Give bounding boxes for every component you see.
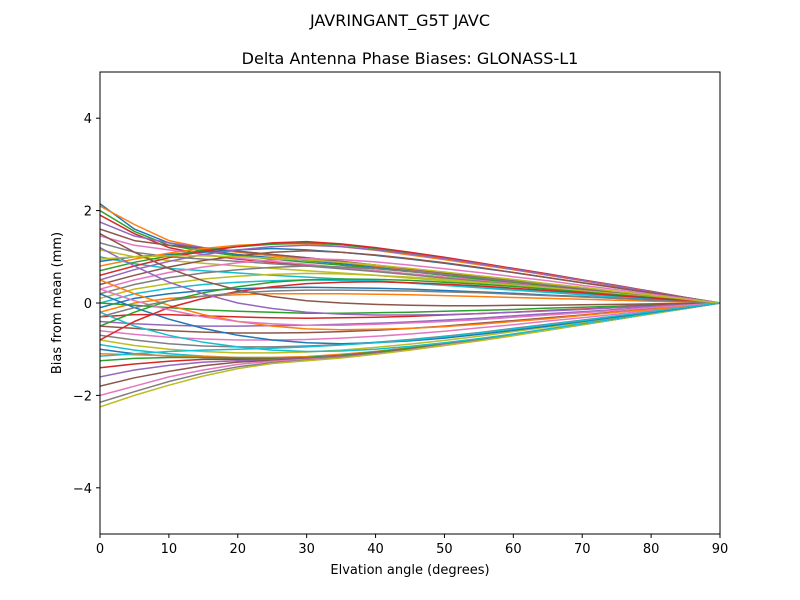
series-line-43 [100, 278, 720, 327]
x-tick-label: 0 [96, 542, 104, 557]
y-tick-label: 4 [84, 112, 92, 127]
series-line-45 [100, 246, 720, 316]
y-axis: −4 −2 0 2 4 [73, 112, 100, 497]
y-tick-label: 0 [84, 297, 92, 312]
series-line-29 [100, 302, 720, 354]
series-line-17 [100, 257, 720, 304]
series-line-46 [100, 233, 720, 307]
series-line-40 [100, 302, 720, 353]
x-tick-label: 80 [643, 542, 660, 557]
x-tick-label: 10 [161, 542, 178, 557]
series-layer [100, 203, 720, 408]
x-tick-label: 70 [574, 542, 591, 557]
series-line-27 [100, 302, 720, 341]
y-tick-label: −4 [73, 482, 92, 497]
x-tick-label: 40 [367, 542, 384, 557]
x-tick-label: 60 [505, 542, 522, 557]
x-tick-label: 30 [298, 542, 315, 557]
series-line-44 [100, 280, 720, 341]
series-line-19 [100, 272, 720, 304]
y-tick-label: 2 [84, 205, 92, 220]
series-line-50 [100, 302, 720, 357]
y-axis-label: Bias from mean (mm) [50, 232, 65, 374]
x-axis: 0 10 20 30 40 50 60 70 80 90 [96, 534, 728, 557]
x-tick-label: 20 [230, 542, 247, 557]
series-line-41 [100, 293, 720, 345]
series-line-47 [100, 288, 720, 326]
series-line-25 [100, 302, 720, 327]
x-tick-label: 50 [436, 542, 453, 557]
series-line-16 [100, 250, 720, 304]
chart-title: Delta Antenna Phase Biases: GLONASS-L1 [242, 49, 579, 68]
series-line-23 [100, 302, 720, 314]
x-tick-label: 90 [712, 542, 729, 557]
y-tick-label: −2 [73, 389, 92, 404]
series-line-15 [100, 244, 720, 304]
series-line-49 [100, 255, 720, 304]
figure-suptitle: JAVRINGANT_G5T JAVC [309, 11, 490, 31]
series-line-48 [100, 289, 720, 318]
series-line-42 [100, 279, 720, 331]
x-axis-label: Elvation angle (degrees) [330, 563, 489, 578]
